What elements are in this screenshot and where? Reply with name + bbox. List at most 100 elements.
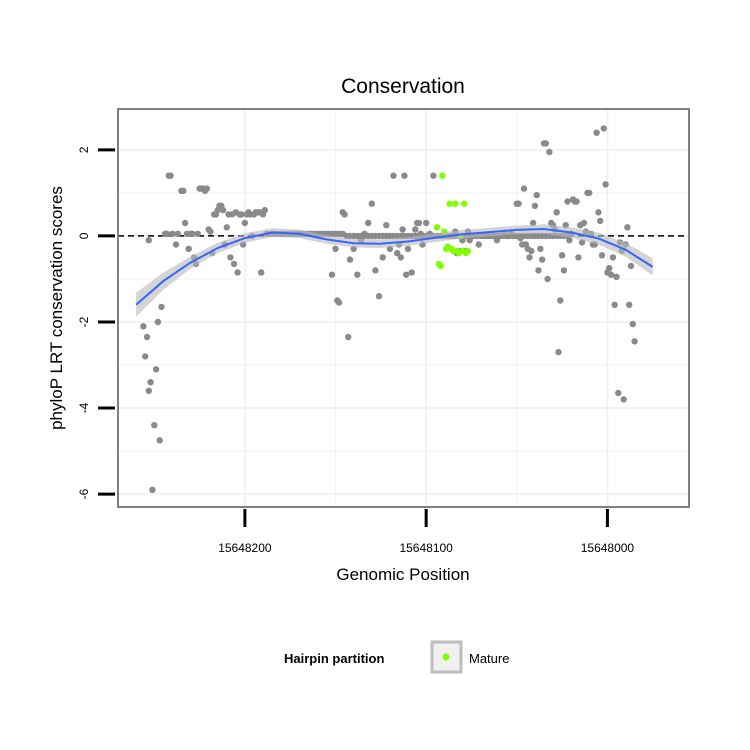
data-point (626, 301, 633, 308)
data-point (174, 230, 181, 237)
data-point (537, 245, 544, 252)
data-point (526, 254, 533, 261)
data-point (203, 185, 210, 192)
data-point (207, 228, 214, 235)
data-point-mature (433, 224, 441, 231)
data-point (223, 224, 230, 231)
y-tick-label: 0 (77, 232, 91, 239)
data-point (415, 219, 423, 227)
y-tick-label: -6 (77, 488, 91, 499)
data-point-mature (446, 200, 453, 207)
data-point (597, 217, 604, 225)
legend-title: Hairpin partition (284, 651, 384, 666)
data-point (430, 172, 437, 179)
data-point-mature (461, 200, 468, 207)
data-point-mature (437, 262, 444, 270)
data-point (152, 366, 160, 373)
x-axis-title: Genomic Position (336, 565, 469, 584)
series-mature (433, 172, 472, 270)
data-point (555, 348, 562, 356)
data-point (156, 437, 163, 444)
data-point (219, 206, 227, 214)
data-point (493, 237, 501, 244)
data-point (379, 254, 386, 261)
panel-border (117, 108, 690, 508)
data-point (600, 125, 607, 132)
data-point (180, 187, 187, 194)
data-point (230, 260, 238, 268)
data-point (140, 323, 147, 330)
data-point (475, 241, 482, 248)
data-point (533, 191, 540, 199)
data-point (258, 269, 265, 276)
data-point (145, 387, 152, 394)
data-point (185, 245, 192, 252)
data-point (575, 254, 582, 261)
data-point-mature (452, 200, 459, 207)
data-point (332, 245, 339, 252)
data-point (573, 198, 580, 205)
data-point (375, 293, 383, 300)
data-point (558, 252, 566, 259)
data-point (345, 333, 352, 341)
data-point (609, 254, 617, 261)
chart-title: Conservation (341, 75, 465, 98)
data-point (403, 271, 410, 278)
data-point (372, 267, 379, 274)
y-tick-label: 2 (77, 146, 91, 153)
data-point (566, 237, 573, 244)
data-point (158, 303, 165, 311)
data-point (172, 241, 180, 248)
data-point (368, 200, 375, 207)
data-point (515, 200, 522, 207)
data-point (169, 230, 176, 237)
data-point (365, 219, 372, 227)
data-point (412, 226, 419, 233)
data-point (544, 275, 551, 283)
y-tick-label: -2 (77, 316, 91, 327)
data-point (580, 219, 588, 227)
data-point (546, 148, 553, 156)
data-point (602, 181, 609, 188)
data-point (423, 219, 430, 227)
data-point (606, 265, 613, 272)
y-axis-title: phyloP LRT conservation scores (47, 186, 66, 430)
data-point (607, 271, 615, 278)
data-point (593, 129, 600, 136)
plot-area: 2 0 -2 -4 -6 15648200 15648100 15648000 (77, 108, 690, 555)
data-point (557, 297, 564, 304)
data-point (564, 198, 571, 205)
data-point (142, 353, 149, 360)
data-point (383, 222, 390, 229)
data-point (143, 333, 151, 341)
data-point (627, 262, 635, 270)
data-point (261, 206, 268, 214)
data-point (361, 230, 368, 237)
x-tick-label: 15648000 (581, 541, 635, 555)
data-point (615, 389, 622, 397)
data-point (629, 320, 636, 328)
data-point (531, 202, 539, 209)
data-point (399, 226, 406, 233)
data-point (151, 422, 158, 429)
data-point (147, 379, 154, 386)
data-point-mature (464, 247, 472, 255)
data-point (394, 249, 401, 257)
data-point (598, 252, 606, 259)
x-tick-label: 15648100 (399, 541, 453, 555)
data-point (553, 209, 560, 216)
series-other (140, 125, 638, 493)
data-point (227, 254, 234, 261)
data-point (234, 269, 241, 276)
data-point (241, 219, 249, 227)
x-tick-label: 15648200 (218, 541, 272, 555)
data-point (397, 254, 404, 261)
data-point (189, 230, 196, 237)
data-point (238, 211, 245, 218)
data-point (595, 209, 602, 216)
data-point (341, 211, 348, 218)
data-point (154, 318, 162, 326)
data-point (535, 267, 542, 274)
data-point (335, 299, 343, 306)
data-point (404, 245, 412, 252)
